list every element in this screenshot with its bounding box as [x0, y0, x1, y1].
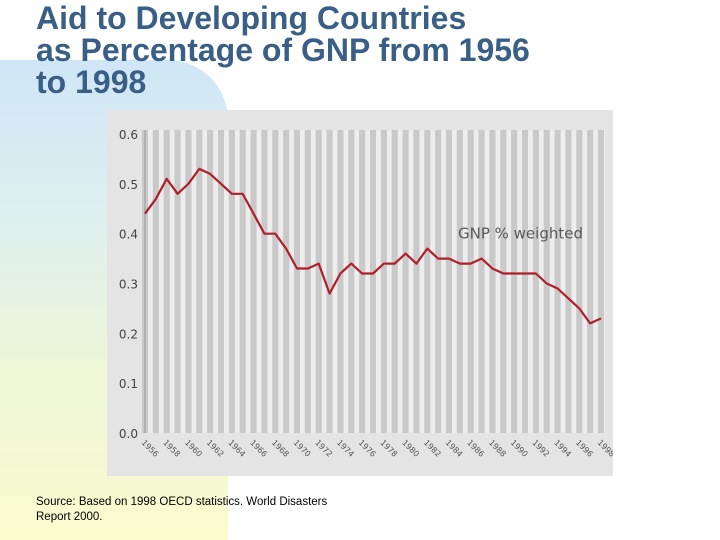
grid-stripe	[315, 130, 322, 433]
grid-stripe	[283, 130, 290, 433]
grid-stripe	[217, 130, 225, 433]
grid-stripe	[380, 130, 387, 433]
grid-stripe	[163, 130, 170, 433]
grid-stripe	[576, 130, 583, 433]
x-tick-label: 1988	[487, 438, 508, 459]
chart-panel: 0.0 0.1 0.2 0.3 0.4 0.5 0.6 1956 1958 1960 1962 196…	[107, 110, 613, 476]
x-tick-label: 1992	[530, 438, 551, 459]
grid-stripe	[359, 130, 366, 433]
grid-stripe	[326, 130, 333, 433]
grid-stripe	[250, 130, 257, 433]
grid-stripe	[521, 130, 529, 433]
grid-stripe	[152, 130, 159, 433]
series-annotation: GNP % weighted	[458, 225, 583, 243]
x-tick-label: 1996	[574, 438, 595, 459]
x-tick-label: 1968	[270, 438, 291, 459]
x-tick-label: 1978	[378, 438, 399, 459]
y-tick-label: 0.0	[119, 427, 138, 441]
x-tick-label: 1956	[140, 438, 161, 459]
grid-stripe	[228, 130, 235, 433]
grid-stripe	[272, 130, 279, 433]
x-tick-label: 1998	[596, 438, 613, 459]
x-tick-label: 1990	[509, 438, 530, 459]
grid-stripe	[185, 130, 192, 433]
slide-title: Aid to Developing Countries as Percentag…	[36, 0, 530, 100]
grid-stripe	[565, 130, 572, 433]
x-tick-label: 1982	[422, 438, 443, 459]
grid-stripe	[424, 130, 431, 433]
x-tick-label: 1976	[357, 438, 378, 459]
grid-stripe	[293, 130, 301, 433]
y-tick-label: 0.2	[119, 327, 138, 341]
grid-stripe	[261, 130, 268, 433]
x-tick-label: 1960	[183, 438, 204, 459]
grid-stripe	[304, 130, 311, 433]
y-tick-label: 0.3	[119, 278, 138, 292]
x-tick-label: 1994	[552, 438, 573, 459]
y-tick-label: 0.5	[119, 178, 138, 192]
grid-stripe	[456, 130, 463, 433]
grid-stripe	[532, 130, 539, 433]
grid-stripe	[369, 130, 377, 433]
grid-stripe	[543, 130, 550, 433]
grid-stripe	[348, 130, 355, 433]
y-tick-label: 0.4	[119, 228, 138, 242]
x-tick-label: 1972	[313, 438, 334, 459]
grid-stripe	[554, 130, 561, 433]
grid-stripe	[196, 130, 203, 433]
grid-stripe	[597, 130, 605, 433]
grid-stripe	[174, 130, 181, 433]
grid-stripe	[402, 130, 409, 433]
grid-stripe	[478, 130, 485, 433]
grid-stripe	[489, 130, 496, 433]
grid-stripe	[511, 130, 518, 433]
source-note: Source: Based on 1998 OECD statistics. W…	[36, 496, 328, 523]
grid-stripe	[391, 130, 398, 433]
x-tick-label: 1962	[205, 438, 226, 459]
grid-stripe	[239, 130, 246, 433]
grid-stripe	[467, 130, 474, 433]
x-tick-label: 1974	[335, 438, 356, 459]
x-tick-label: 1986	[465, 438, 486, 459]
grid-stripe	[435, 130, 442, 433]
x-tick-label: 1964	[226, 438, 247, 459]
x-tick-label: 1984	[444, 438, 465, 459]
grid-stripe	[413, 130, 420, 433]
grid-stripe	[500, 130, 507, 433]
series-line	[144, 167, 602, 325]
grid-stripe	[445, 130, 453, 433]
grid-stripe	[337, 130, 344, 433]
x-tick-label: 1980	[400, 438, 421, 459]
x-tick-label: 1958	[161, 438, 182, 459]
grid-stripe	[587, 130, 594, 433]
x-tick-label: 1966	[248, 438, 269, 459]
y-tick-label: 0.1	[119, 377, 138, 391]
grid-stripe	[207, 130, 214, 433]
x-tick-label: 1970	[292, 438, 313, 459]
y-tick-label: 0.6	[119, 128, 138, 142]
